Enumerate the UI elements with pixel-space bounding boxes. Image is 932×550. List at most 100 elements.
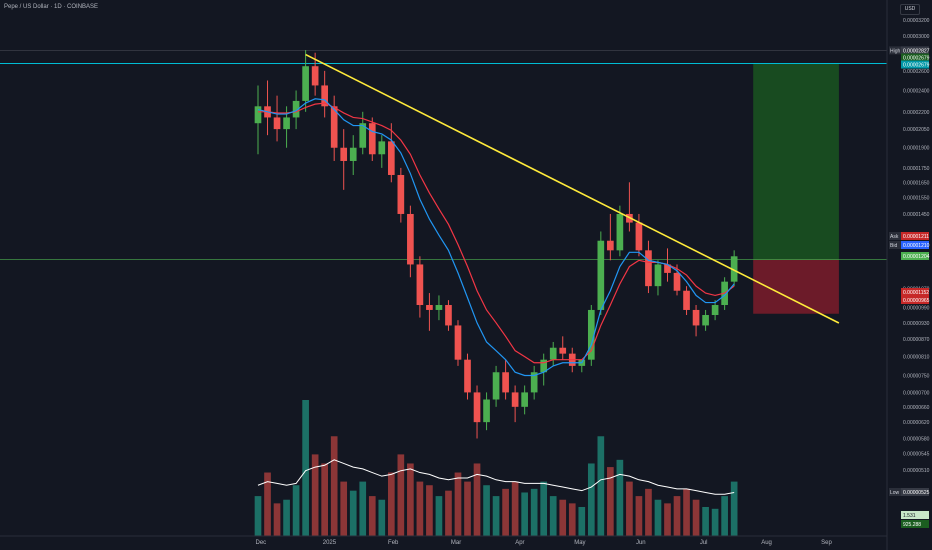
- volume-bar: [607, 467, 614, 536]
- badge-tag-bg: [889, 232, 901, 240]
- price-badge-bg: [901, 232, 929, 240]
- volume-bar: [626, 481, 633, 536]
- candle-body: [302, 66, 309, 101]
- price-badge-value: 0.00001204: [903, 254, 930, 260]
- price-badge-bg: [901, 488, 929, 496]
- candle-body: [616, 213, 624, 251]
- candle-body: [654, 264, 662, 287]
- candle-body: [502, 372, 509, 393]
- volume-bar: [654, 499, 662, 536]
- volume-bar: [645, 488, 652, 536]
- volume-bar: [435, 496, 443, 536]
- price-badge-value: 0.00001152: [903, 290, 929, 296]
- candle-body: [549, 347, 557, 360]
- volume-bar: [702, 506, 709, 536]
- time-tick-label: Jul: [700, 540, 708, 546]
- volume-bar: [368, 496, 376, 536]
- time-tick-label: Aug: [761, 540, 772, 546]
- volume-bar: [397, 454, 405, 536]
- ema-fast-line: [257, 98, 735, 377]
- time-tick-label: Sep: [821, 540, 832, 546]
- candle-body: [435, 305, 443, 310]
- candle-body: [540, 359, 548, 373]
- price-badge-bg: [901, 511, 929, 519]
- price-tick-label: 0.00002400: [903, 88, 930, 94]
- volume-bar: [597, 436, 605, 536]
- volume-bar: [578, 506, 586, 536]
- price-tick-label: 0.00000930: [903, 321, 930, 327]
- price-badge-value: 0.00001210: [903, 243, 930, 249]
- volume-bar: [254, 496, 262, 536]
- candle-body: [635, 222, 643, 251]
- candle-body: [292, 100, 300, 118]
- candle-body: [387, 141, 395, 175]
- price-badge-bg: [901, 252, 929, 260]
- candle-body: [397, 174, 405, 214]
- price-badge-value: 0.00002679: [903, 56, 930, 62]
- trendline: [305, 53, 840, 324]
- level-lines: [0, 50, 887, 260]
- candle-body: [483, 399, 490, 423]
- price-badge-bg: [901, 46, 929, 55]
- candles: [254, 50, 738, 439]
- price-tick-label: 0.00002050: [903, 127, 930, 133]
- price-tick-label: 0.00000750: [903, 374, 930, 380]
- price-badge-value: 0.00000965: [903, 298, 930, 304]
- price-badge-bg: [901, 60, 929, 69]
- volume-bar: [587, 463, 595, 536]
- price-tick-label: 0.00000810: [903, 355, 930, 361]
- time-axis: Dec 2025 Feb Mar Apr May Jun Jul Aug Sep: [256, 540, 833, 546]
- volume-bar: [559, 499, 567, 536]
- time-tick-label: Mar: [451, 540, 461, 546]
- price-tick-label: 0.00001750: [903, 166, 930, 172]
- volume-bar: [292, 485, 300, 536]
- candle-body: [454, 325, 462, 360]
- candle-body: [530, 372, 538, 393]
- candle-body: [445, 305, 452, 326]
- time-tick-label: Apr: [515, 540, 524, 546]
- price-tick-label: 0.00000545: [903, 452, 930, 458]
- volume-bar: [273, 503, 281, 536]
- ema-slow-line: [258, 102, 735, 364]
- price-tick-label: 0.00000510: [903, 468, 930, 474]
- volume-bar: [549, 496, 557, 536]
- candle-body: [340, 147, 348, 161]
- price-tick-label: 0.00000620: [903, 420, 930, 426]
- volume-bar: [340, 481, 348, 536]
- candle-body: [407, 213, 414, 265]
- currency-selector[interactable]: USD: [900, 4, 920, 15]
- volume-bar: [302, 400, 309, 536]
- position-zones: [753, 63, 839, 314]
- badge-tag: Ask: [890, 234, 899, 240]
- volume-bar: [511, 481, 519, 536]
- candle-body: [359, 123, 367, 148]
- price-badge-value: 1.531: [903, 513, 916, 519]
- badge-tag-bg: [889, 488, 901, 496]
- price-tick-label: 0.00003000: [903, 34, 930, 40]
- candle-body: [330, 106, 338, 148]
- volume-bar: [568, 503, 576, 536]
- price-badge-value: 0.00002679: [903, 63, 930, 69]
- price-tick-label: 0.00001650: [903, 180, 930, 186]
- volume-bar: [464, 481, 471, 536]
- price-badge-value: 0.00002827: [903, 48, 930, 54]
- volume-bar: [283, 499, 290, 536]
- candle-body: [283, 117, 290, 130]
- time-tick-label: Dec: [256, 540, 267, 546]
- volume-bar: [473, 463, 481, 536]
- candle-body: [559, 347, 567, 354]
- candle-body: [730, 256, 738, 282]
- volume-bars: [254, 400, 738, 536]
- price-tick-label: 0.00002200: [903, 110, 930, 116]
- volume-bar: [530, 488, 538, 536]
- volume-bar: [387, 472, 395, 536]
- trendline-group: [305, 53, 840, 324]
- candle-body: [464, 359, 471, 393]
- volume-bar: [426, 485, 433, 536]
- volume-bar: [416, 481, 424, 536]
- volume-bar: [730, 481, 738, 536]
- volume-bar: [445, 490, 452, 536]
- price-tick-label: 0.00002600: [903, 69, 930, 75]
